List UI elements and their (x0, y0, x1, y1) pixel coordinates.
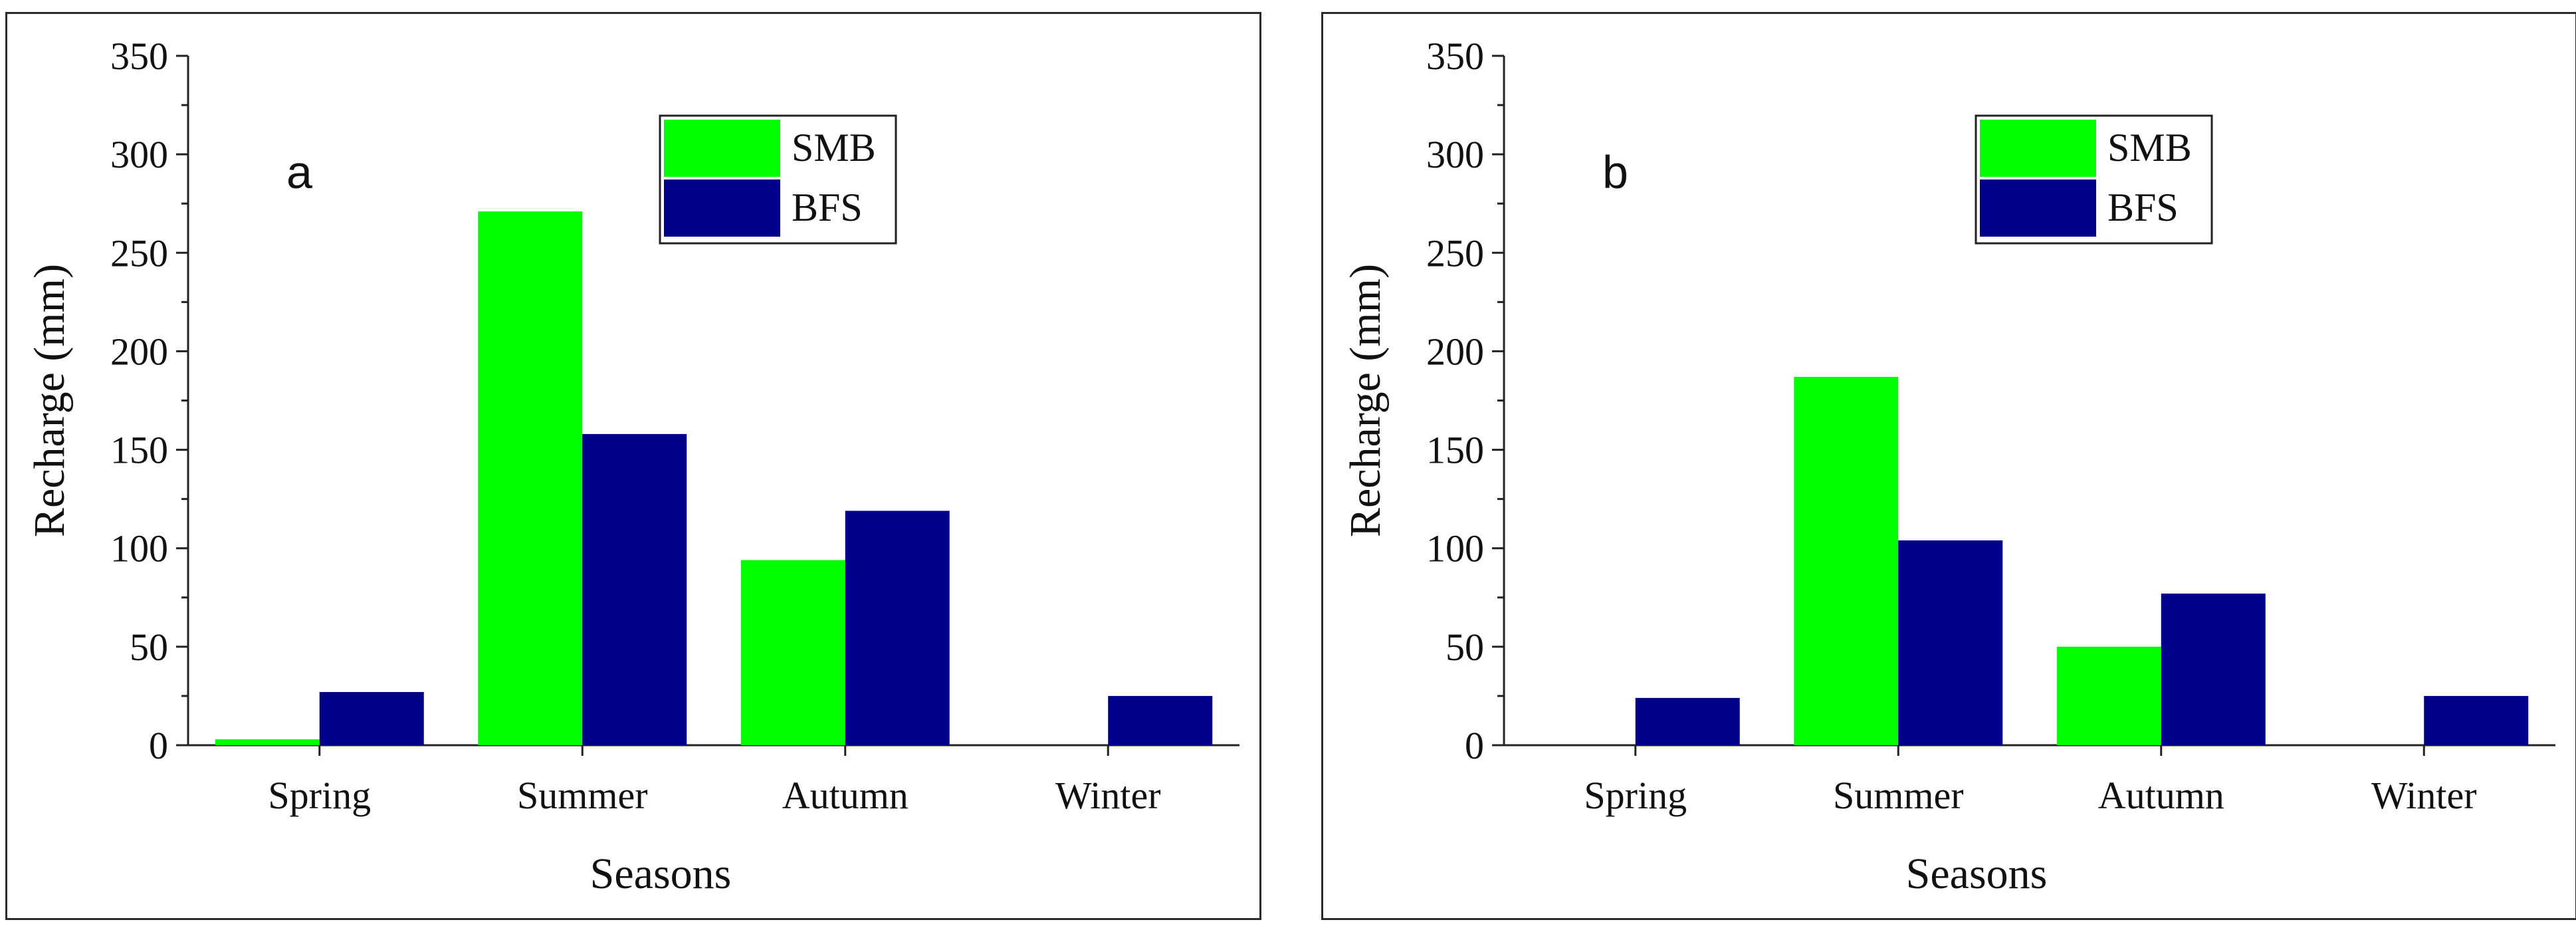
bar-smb-autumn (740, 560, 845, 745)
y-tick-label: 250 (110, 231, 168, 275)
legend-label-smb: SMB (792, 126, 876, 170)
legend-label-bfs: BFS (2107, 185, 2179, 229)
y-tick-label: 100 (110, 527, 168, 570)
x-tick-label: Autumn (2098, 774, 2224, 817)
x-tick-label: Spring (268, 774, 371, 817)
bar-bfs-spring (1635, 697, 1740, 745)
y-tick-label: 300 (1426, 133, 1484, 176)
y-axis-title: Recharge (mm) (25, 264, 74, 537)
panel-letter: b (1602, 146, 1628, 198)
bar-chart-b: 0 50 100 150 200 250 300 350 Spring Summer Autumn W… (1341, 35, 2555, 898)
bar-bfs-summer (1898, 540, 2003, 745)
x-tick-label: Autumn (782, 774, 909, 817)
bar-smb-autumn (2056, 646, 2161, 745)
y-tick-label: 350 (1426, 35, 1484, 78)
x-axis-title: Seasons (590, 850, 732, 898)
legend-swatch-bfs (1980, 179, 2096, 237)
bar-smb-spring (215, 739, 320, 745)
y-tick-label: 50 (130, 626, 168, 669)
legend-swatch-bfs (664, 179, 780, 237)
bar-smb-summer (1794, 376, 1899, 745)
y-tick-label: 0 (1465, 724, 1484, 767)
bar-bfs-autumn (2161, 593, 2266, 745)
chart-panel-b: 0 50 100 150 200 250 300 350 Spring Summer Autumn W… (1321, 12, 2576, 920)
y-tick-label: 150 (1426, 429, 1484, 472)
bar-bfs-winter (1108, 695, 1213, 745)
x-tick-label: Summer (1833, 774, 1964, 817)
y-tick-label: 150 (110, 429, 168, 472)
bar-chart-a: 0 50 100 150 200 250 300 350 Spring Summer Autumn W… (25, 35, 1239, 898)
x-tick-label: Spring (1584, 774, 1687, 817)
y-tick-label: 100 (1426, 527, 1484, 570)
bar-bfs-spring (319, 692, 424, 745)
x-tick-label: Summer (517, 774, 648, 817)
panel-letter: a (286, 146, 312, 198)
y-axis-title: Recharge (mm) (1341, 264, 1390, 537)
y-tick-label: 250 (1426, 231, 1484, 275)
y-tick-label: 350 (110, 35, 168, 78)
chart-panel-a: 0 50 100 150 200 250 300 350 Spring Summer Autumn W… (5, 12, 1261, 920)
x-tick-label: Winter (1055, 774, 1161, 817)
y-tick-label: 0 (149, 724, 168, 767)
y-tick-label: 300 (110, 133, 168, 176)
y-tick-label: 200 (110, 330, 168, 373)
legend-label-bfs: BFS (792, 185, 863, 229)
legend-swatch-smb (664, 120, 780, 177)
bar-bfs-winter (2424, 695, 2529, 745)
x-axis-title: Seasons (1906, 850, 2048, 898)
bar-bfs-summer (582, 433, 687, 745)
bar-smb-summer (478, 211, 583, 746)
y-tick-label: 50 (1446, 626, 1484, 669)
legend-swatch-smb (1980, 120, 2096, 177)
bar-bfs-autumn (845, 511, 950, 745)
y-tick-label: 200 (1426, 330, 1484, 373)
x-tick-label: Winter (2371, 774, 2477, 817)
legend-label-smb: SMB (2107, 126, 2192, 170)
